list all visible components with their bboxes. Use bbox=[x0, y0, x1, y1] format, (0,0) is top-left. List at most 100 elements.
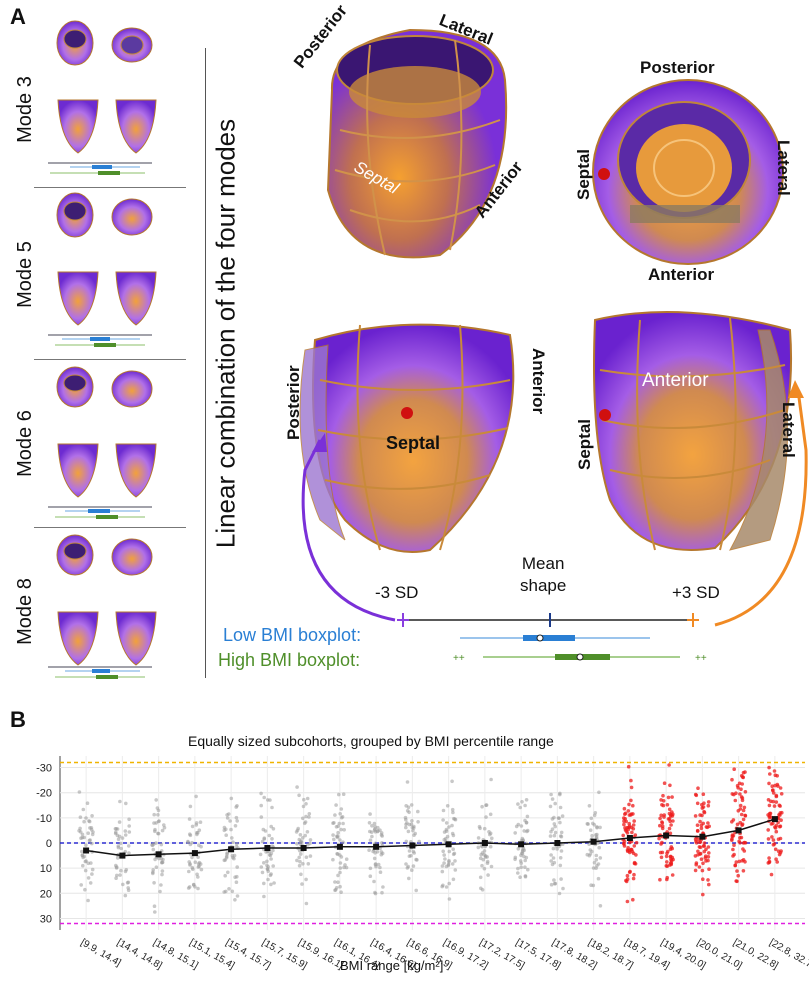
scatter-point bbox=[444, 821, 449, 825]
scatter-point bbox=[372, 821, 377, 826]
scatter-point bbox=[339, 807, 344, 811]
scatter-point bbox=[265, 798, 270, 802]
scatter-point bbox=[739, 787, 743, 791]
scatter-point bbox=[331, 833, 335, 837]
scatter-point bbox=[623, 826, 627, 830]
scatter-point bbox=[234, 805, 238, 809]
scatter-point bbox=[596, 862, 601, 866]
scatter-point bbox=[769, 822, 774, 826]
scatter-point bbox=[410, 819, 414, 823]
scatter-point bbox=[731, 854, 735, 858]
scatter-point bbox=[193, 860, 198, 864]
scatter-point bbox=[696, 849, 700, 854]
scatter-point bbox=[305, 796, 310, 801]
scatter-point bbox=[773, 783, 777, 788]
scatter-point bbox=[197, 860, 202, 865]
scatter-point bbox=[267, 833, 272, 838]
scatter-point bbox=[407, 854, 412, 858]
scatter-point bbox=[78, 815, 83, 819]
mean-line bbox=[85, 818, 776, 857]
scatter-point bbox=[447, 881, 452, 886]
scatter-point bbox=[158, 889, 162, 894]
scatter-point bbox=[379, 850, 384, 854]
scatter-point bbox=[597, 845, 601, 850]
scatter-point bbox=[625, 877, 630, 881]
scatter-point bbox=[594, 853, 599, 858]
scatter-point bbox=[233, 898, 237, 902]
scatter-point bbox=[271, 827, 276, 831]
scatter-point bbox=[187, 817, 192, 821]
scatter-point bbox=[701, 861, 705, 866]
scatter-point bbox=[743, 814, 748, 818]
scatter-point bbox=[367, 848, 371, 852]
scatter-point bbox=[702, 849, 707, 854]
scatter-point bbox=[338, 866, 343, 870]
scatter-point bbox=[376, 829, 380, 833]
scatter-point bbox=[120, 836, 125, 840]
scatter-point bbox=[596, 876, 601, 881]
scatter-point bbox=[411, 864, 416, 868]
scatter-point bbox=[160, 860, 164, 865]
scatter-point bbox=[702, 810, 707, 815]
scatter-point bbox=[156, 808, 161, 813]
scatter-point bbox=[741, 869, 746, 873]
scatter-point bbox=[522, 829, 526, 833]
scatter-point bbox=[480, 863, 484, 868]
scatter-point bbox=[698, 845, 703, 850]
scatter-point bbox=[587, 842, 591, 846]
scatter-point bbox=[410, 868, 414, 872]
scatter-point bbox=[740, 823, 744, 827]
scatter-point bbox=[693, 837, 698, 841]
heart-bottom-right bbox=[593, 311, 793, 551]
scatter-point bbox=[488, 812, 493, 817]
y-tick-label: 30 bbox=[40, 913, 52, 925]
scatter-point bbox=[623, 812, 627, 816]
scatter-point bbox=[557, 891, 562, 896]
label-septal-top-right: Septal bbox=[574, 148, 593, 200]
mean-marker bbox=[699, 833, 706, 840]
mode-label-8: Mode 8 bbox=[13, 578, 36, 645]
scatter-point bbox=[160, 869, 165, 873]
scatter-point bbox=[338, 812, 343, 816]
scatter-point bbox=[524, 798, 529, 802]
scatter-point bbox=[594, 866, 598, 870]
scatter-point bbox=[451, 847, 456, 851]
scatter-point bbox=[706, 855, 711, 859]
scatter-point bbox=[223, 873, 227, 878]
scatter-point bbox=[299, 839, 303, 843]
scatter-point bbox=[771, 799, 775, 804]
scatter-point bbox=[300, 882, 304, 886]
scatter-point bbox=[767, 765, 771, 770]
scatter-point bbox=[447, 858, 451, 863]
scatter-point bbox=[774, 823, 779, 828]
scatter-point bbox=[625, 899, 630, 904]
scatter-point bbox=[194, 821, 199, 825]
scatter-point bbox=[516, 871, 520, 875]
scatter-point bbox=[151, 847, 156, 852]
scatter-point bbox=[156, 831, 160, 836]
scatter-point bbox=[79, 836, 83, 840]
scatter-point bbox=[371, 849, 375, 854]
scatter-point bbox=[659, 855, 664, 860]
scatter-point bbox=[558, 834, 563, 838]
scatter-point bbox=[592, 813, 597, 818]
mean-marker bbox=[264, 845, 271, 851]
scatter-point bbox=[271, 848, 275, 853]
scatter-point bbox=[341, 821, 345, 826]
plus-3sd-label: +3 SD bbox=[672, 583, 720, 602]
scatter-point bbox=[269, 857, 273, 861]
scatter-point bbox=[372, 856, 377, 861]
scatter-point bbox=[622, 816, 626, 820]
scatter-point bbox=[417, 839, 422, 844]
scatter-point bbox=[297, 863, 302, 868]
scatter-point bbox=[307, 815, 311, 819]
scatter-point bbox=[235, 894, 240, 898]
scatter-point bbox=[378, 870, 383, 874]
scatter-point bbox=[304, 901, 309, 906]
scatter-point bbox=[774, 829, 779, 834]
scatter-point bbox=[115, 856, 120, 860]
scatter-point bbox=[480, 804, 484, 809]
scatter-point bbox=[476, 836, 481, 840]
scatter-point bbox=[303, 820, 308, 824]
scatter-point bbox=[730, 792, 735, 796]
